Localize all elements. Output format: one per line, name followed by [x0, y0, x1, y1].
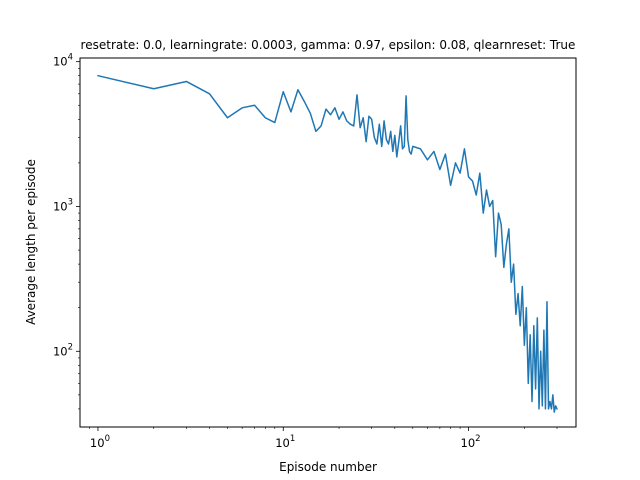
x-tick-label: 102	[461, 434, 481, 450]
x-tick-label: 101	[275, 434, 295, 450]
plot-area: 100 101 102 102 103 104	[53, 53, 577, 450]
line-layer	[97, 74, 558, 413]
y-axis-label: Average length per episode	[24, 159, 38, 325]
x-tick-label: 100	[90, 434, 110, 450]
y-tick-label: 102	[53, 342, 73, 358]
x-axis-label: Episode number	[279, 460, 377, 474]
tick-layer: 100 101 102 102 103 104	[53, 53, 558, 450]
chart-title: resetrate: 0.0, learningrate: 0.0003, ga…	[81, 38, 576, 52]
y-tick-label: 103	[53, 197, 73, 213]
series-line-0	[97, 74, 558, 413]
axes-frame	[79, 57, 577, 428]
y-tick-label: 104	[53, 53, 73, 69]
